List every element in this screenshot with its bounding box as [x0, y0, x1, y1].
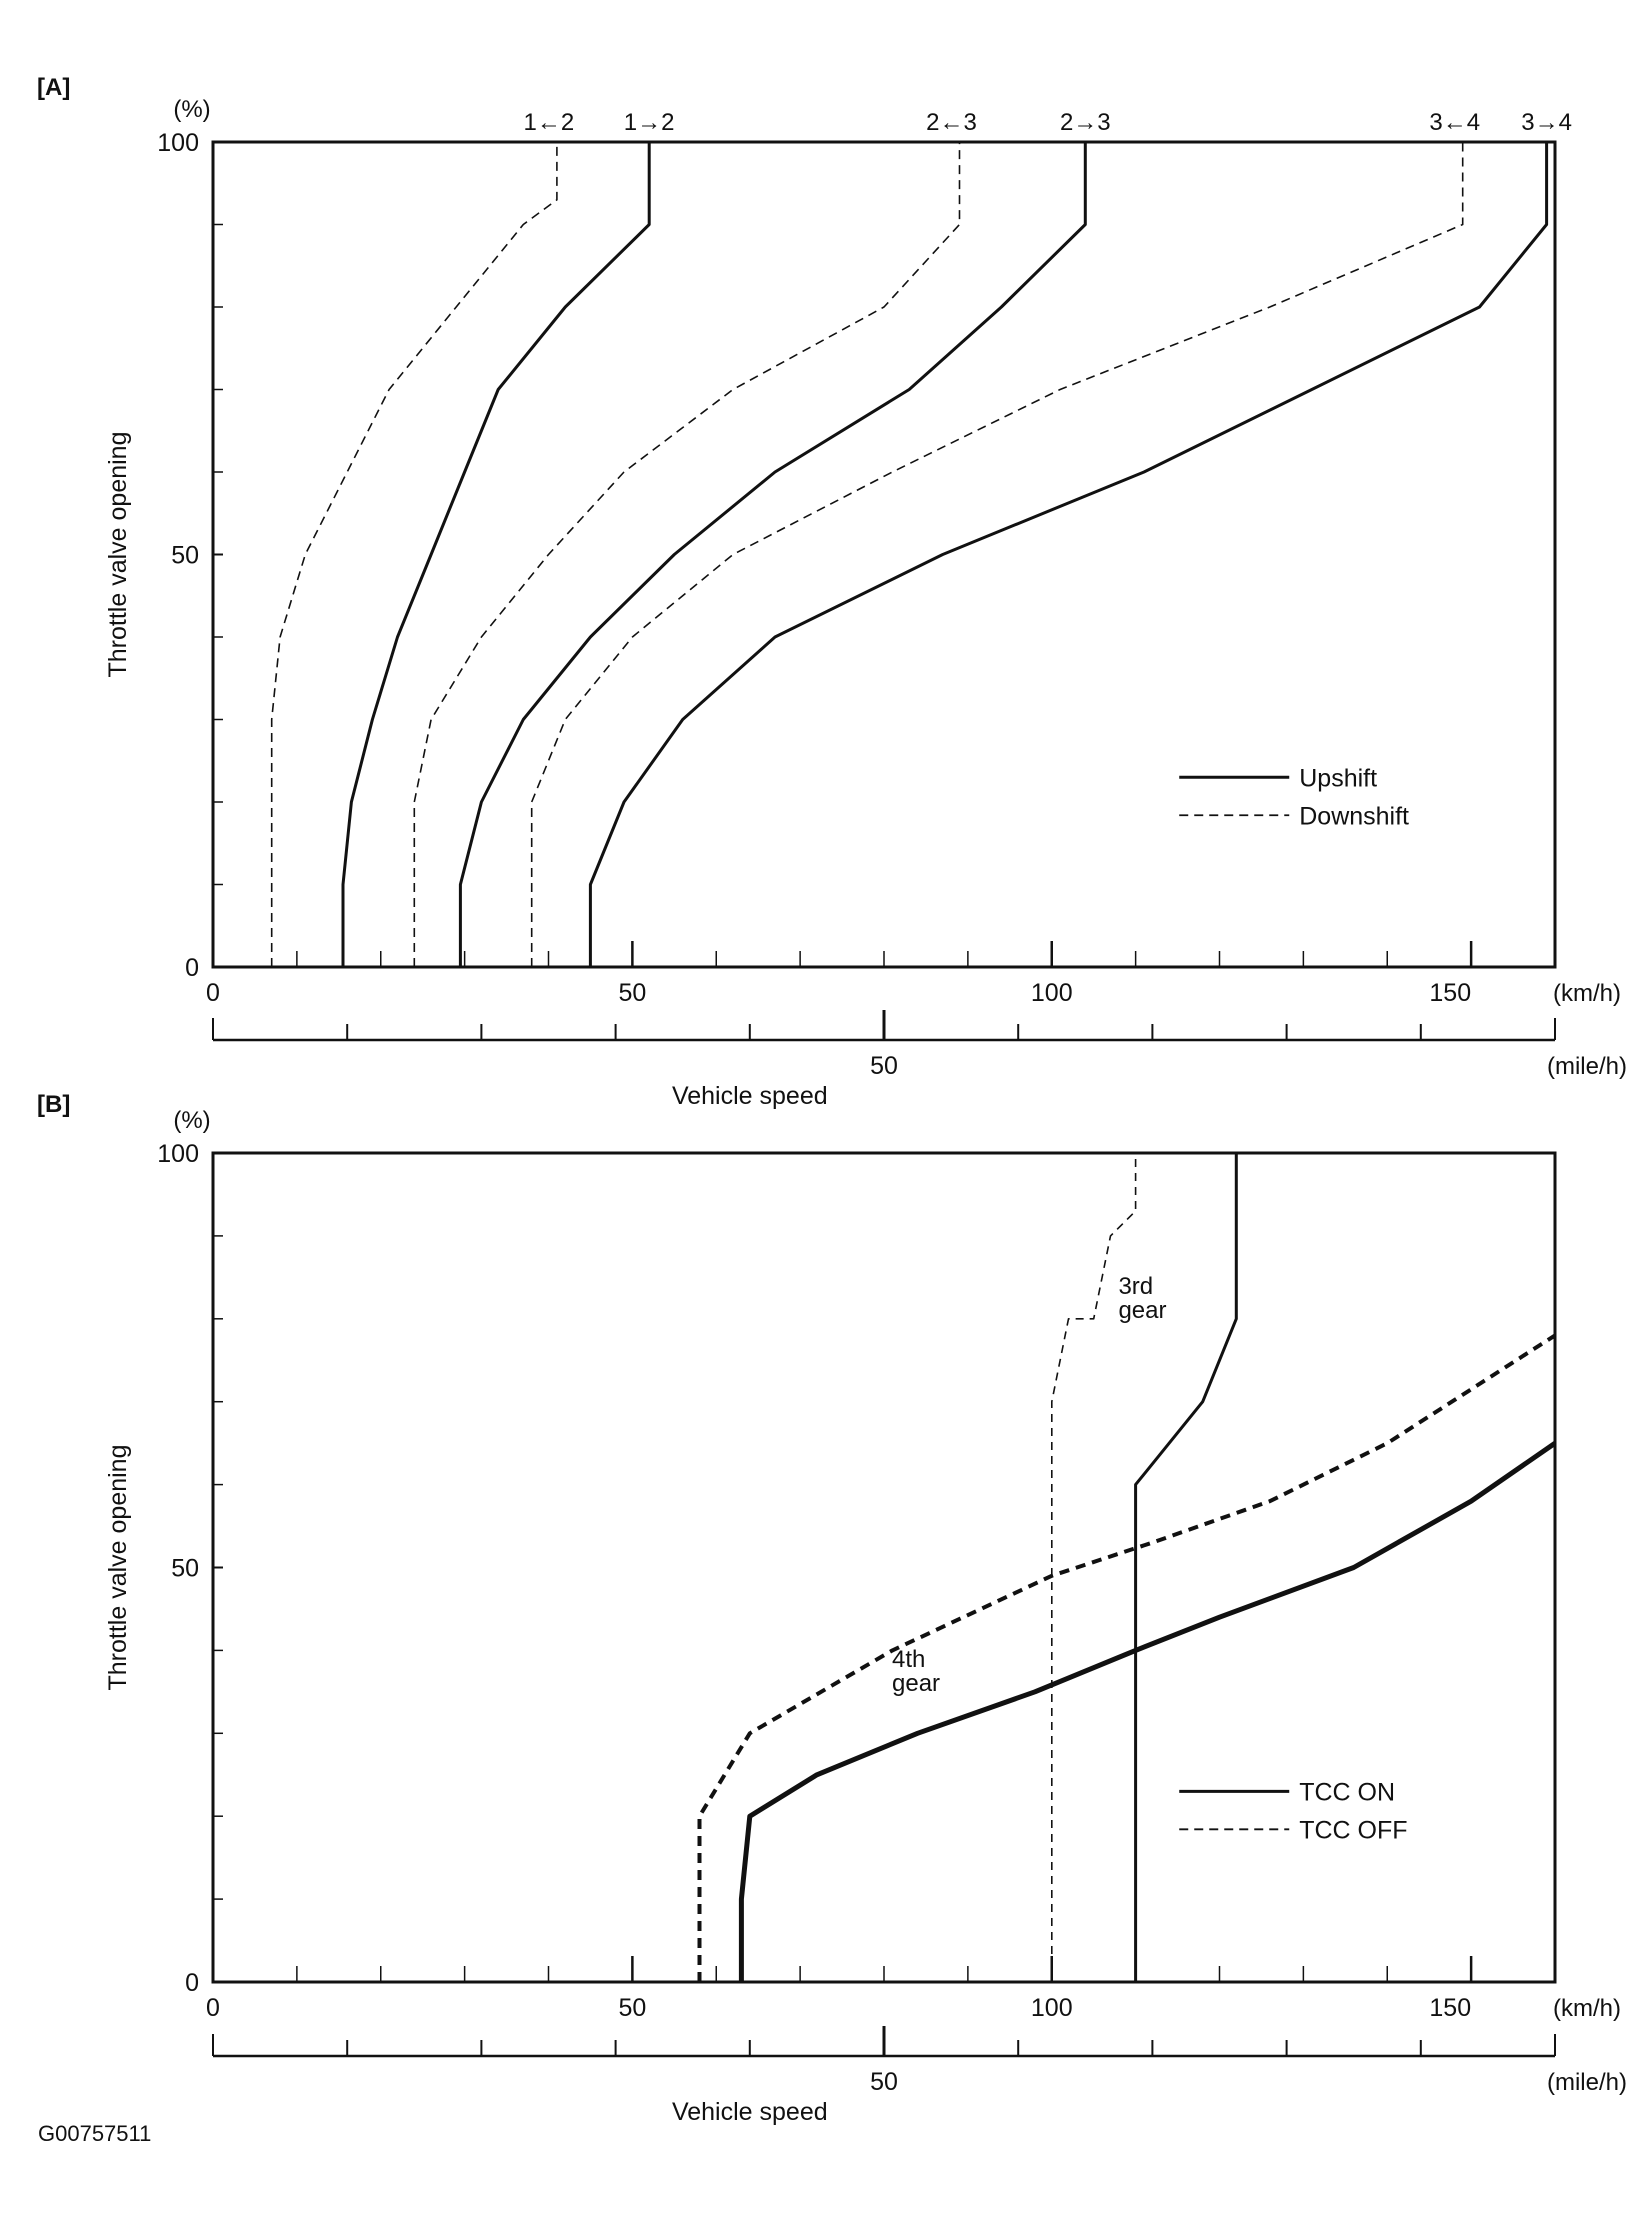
x-tick-label: 0: [206, 979, 220, 1007]
panel-label: [A]: [37, 74, 70, 101]
footer-code: G00757511: [38, 2121, 151, 2146]
x-tick-label: 150: [1429, 979, 1471, 1007]
gear-annotation: gear: [892, 1670, 940, 1697]
gear-annotation: 3rd: [1118, 1273, 1153, 1300]
series-line: [530, 142, 1464, 967]
series-line: [413, 142, 961, 967]
legend-label: Upshift: [1299, 764, 1377, 792]
y-tick-label: 100: [157, 1140, 199, 1168]
x-unit-label: (km/h): [1553, 1995, 1621, 2022]
legend-label: Downshift: [1299, 802, 1409, 830]
x-tick-label: 50: [618, 1994, 646, 2022]
gear-annotation: 4th: [892, 1646, 925, 1673]
y-tick-label: 100: [157, 129, 199, 157]
y-tick-label: 0: [185, 954, 199, 982]
x-tick-label: 100: [1031, 979, 1073, 1007]
panel-label: [B]: [37, 1091, 70, 1118]
y-tick-label: 50: [171, 1555, 199, 1583]
mph-tick-label: 50: [870, 1052, 898, 1080]
shift-top-label: 3→4: [1521, 109, 1572, 136]
x-tick-label: 50: [618, 979, 646, 1007]
y-axis-title: Throttle valve opening: [104, 1445, 132, 1691]
x-axis-title: Vehicle speed: [672, 1082, 828, 1110]
y-axis-title: Throttle valve opening: [104, 432, 132, 678]
y-tick-label: 50: [171, 542, 199, 570]
shift-top-label: 1←2: [524, 109, 575, 136]
shift-top-label: 2→3: [1060, 109, 1111, 136]
shift-top-label: 3←4: [1429, 109, 1480, 136]
shift-top-label: 2←3: [926, 109, 977, 136]
legend-label: TCC ON: [1299, 1778, 1395, 1806]
series-line: [588, 142, 1549, 967]
mph-unit-label: (mile/h): [1547, 1053, 1627, 1080]
series-line: [738, 1441, 1557, 1982]
x-tick-label: 100: [1031, 1994, 1073, 2022]
chart-a: [A] (%) 0 50 100 0 50 100 150 (km/h) 50 (mile/h) Veh…: [37, 74, 1627, 1110]
mph-unit-label: (mile/h): [1547, 2069, 1627, 2096]
x-tick-label: 150: [1429, 1994, 1471, 2022]
x-tick-label: 0: [206, 1994, 220, 2022]
series-line: [270, 142, 558, 967]
gear-annotation: gear: [1118, 1297, 1166, 1324]
chart-b: [B] (%) 0 50 100 0 50 100 150 (km/h) 50 (mile/h) Veh…: [37, 1091, 1627, 2126]
series-line: [697, 1333, 1557, 1982]
y-tick-label: 0: [185, 1969, 199, 1997]
series-line: [341, 142, 651, 967]
shift-top-label: 1→2: [624, 109, 675, 136]
series-line: [458, 142, 1087, 967]
y-unit-label: (%): [173, 1107, 210, 1134]
x-unit-label: (km/h): [1553, 980, 1621, 1007]
legend-label: TCC OFF: [1299, 1816, 1407, 1844]
mph-tick-label: 50: [870, 2068, 898, 2096]
series-line: [1051, 1153, 1137, 1982]
y-unit-label: (%): [173, 96, 210, 123]
x-axis-title: Vehicle speed: [672, 2098, 828, 2126]
